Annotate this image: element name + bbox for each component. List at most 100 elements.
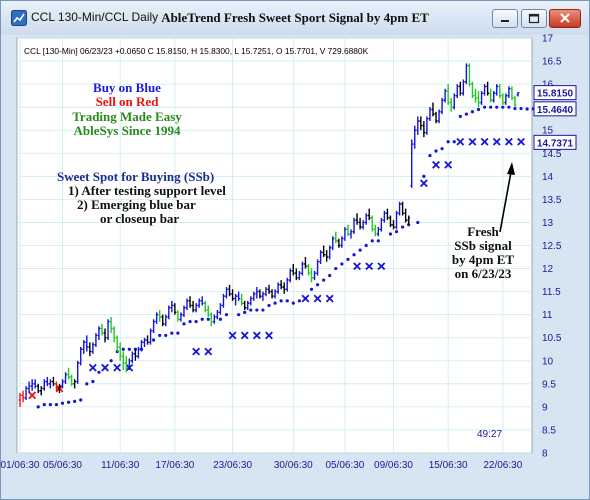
sweet-spot-title: Sweet Spot for Buying (SSb) [57, 169, 214, 184]
ohlc-bar [455, 84, 459, 98]
support-dots [36, 105, 535, 409]
support-dot [501, 105, 505, 109]
x-marker [456, 137, 465, 146]
maximize-button[interactable] [521, 9, 547, 28]
ohlc-bar [76, 360, 80, 384]
support-dot [440, 147, 444, 151]
support-dot [42, 402, 46, 407]
ohlc-bar [146, 335, 149, 345]
support-dot [458, 114, 462, 118]
annotation-line2: SSb signal [454, 238, 512, 253]
y-tick-label: 16 [542, 80, 554, 91]
minimize-button[interactable] [492, 9, 518, 28]
support-dot [416, 220, 420, 225]
ohlc-bar [48, 379, 52, 389]
title-bar[interactable]: CCL 130-Min/CCL Daily AbleTrend Fresh Sw… [1, 1, 589, 35]
support-dot [340, 262, 344, 266]
y-tick-label: 10.5 [542, 333, 562, 344]
maximize-icon [528, 13, 540, 24]
ohlc-bar [361, 220, 365, 230]
ohlc-bar [413, 125, 417, 149]
y-tick-label: 15 [542, 126, 554, 137]
ohlc-bar [115, 335, 119, 352]
ohlc-bar [276, 282, 280, 294]
ohlc-bar [446, 84, 450, 105]
ohlc-bar [410, 139, 414, 188]
x-marker [444, 160, 453, 169]
support-dot [401, 225, 405, 229]
chart-heading: AbleTrend Fresh Sweet Sport Signal by 4p… [161, 10, 429, 25]
ohlc-bar [367, 208, 371, 221]
x-marker [88, 363, 97, 372]
ohlc-bar [434, 111, 438, 124]
legend-tagline: Trading Made Easy [72, 109, 182, 124]
x-tick-label: 05/06:30 [325, 460, 364, 471]
y-tick-label: 9.5 [542, 379, 556, 390]
ohlc-bar [240, 293, 244, 306]
ohlc-bar [118, 342, 122, 361]
ohlc-bar [386, 208, 389, 221]
support-dot [97, 370, 101, 374]
support-dot [376, 239, 380, 243]
ohlc-bar [176, 310, 180, 322]
ohlc-bar [498, 84, 502, 98]
x-axis-labels: 01/06:30 05/06:30 11/06:30 17/06:30 23/06:30… [1, 460, 523, 471]
support-dot [507, 105, 511, 109]
annotation-arrow [499, 162, 515, 233]
ohlc-bar [167, 305, 171, 320]
support-dot [73, 399, 77, 403]
ohlc-bar [282, 282, 286, 294]
x-marker [365, 262, 374, 271]
sweet-spot-line2: 2) Emerging blue bar [77, 197, 196, 212]
x-tick-label: 22/06:30 [483, 460, 522, 471]
ohlc-bar [428, 107, 432, 121]
ohlc-bar [206, 305, 210, 317]
ohlc-bar [231, 289, 234, 301]
ohlc-bar [179, 312, 183, 322]
support-dot [352, 253, 356, 257]
support-dot [48, 402, 52, 407]
ohlc-bar [501, 93, 505, 105]
ohlc-bar [340, 236, 344, 248]
ohlc-bar [27, 381, 31, 394]
window-title: CCL 130-Min/CCL Daily [31, 10, 159, 24]
close-button[interactable] [549, 9, 581, 28]
ohlc-bar [194, 303, 198, 313]
ohlc-bar [18, 393, 22, 407]
ohlc-bar [471, 81, 474, 98]
ohlc-bar [246, 300, 250, 311]
sweet-spot-line1: 1) After testing support level [68, 183, 226, 198]
support-dot [60, 401, 65, 405]
chart-app-icon [11, 10, 27, 26]
support-dot [495, 105, 499, 109]
support-dot [513, 106, 517, 111]
support-dot [273, 301, 277, 305]
ohlc-bar [225, 287, 228, 299]
y-tick-label: 8.5 [542, 425, 556, 436]
support-dot [476, 107, 481, 112]
ohlc-bar [61, 379, 64, 389]
support-dot [334, 266, 338, 271]
support-dot [422, 174, 426, 178]
fresh-signal-annotation: Fresh SSb signal by 4pm ET on 6/23/23 [452, 224, 514, 281]
support-dot [267, 303, 271, 308]
ohlc-bar [416, 116, 420, 135]
ohlc-header: CCL [130-Min] 06/23/23 +0.0650 C 15.8150… [24, 46, 369, 56]
ohlc-bar [383, 210, 386, 223]
ohlc-bar [55, 381, 58, 391]
x-marker [353, 262, 361, 271]
ohlc-bar [42, 379, 46, 391]
ohlc-bar [291, 263, 295, 276]
support-dot [446, 140, 450, 144]
x-marker [265, 331, 273, 340]
price-tag: 15.4640 [533, 101, 577, 117]
ohlc-bar [328, 245, 332, 260]
ohlc-bar [21, 390, 25, 403]
support-dot [464, 112, 468, 116]
x-marker [325, 294, 334, 303]
ohlc-bar [364, 213, 368, 225]
y-tick-label: 16.5 [542, 57, 562, 68]
y-tick-label: 13 [542, 218, 554, 229]
ohlc-bar [510, 86, 514, 101]
